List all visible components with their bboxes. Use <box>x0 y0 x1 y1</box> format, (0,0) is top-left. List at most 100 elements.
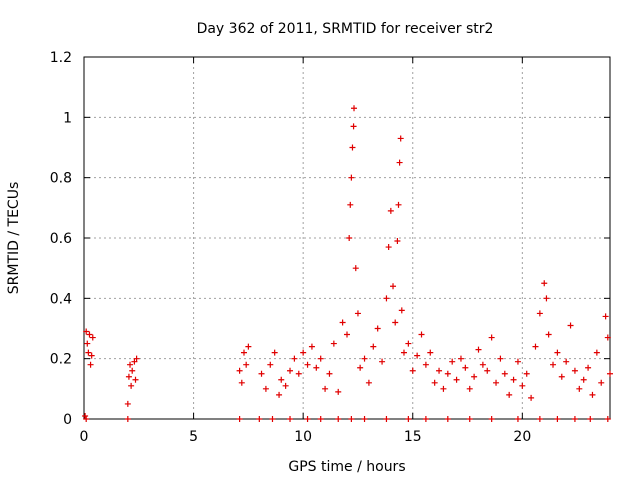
data-point <box>374 325 381 332</box>
data-point <box>240 349 247 356</box>
data-point <box>295 370 302 377</box>
data-point <box>287 367 294 374</box>
data-point <box>431 379 438 386</box>
data-point <box>418 331 425 338</box>
data-point <box>593 349 600 356</box>
data-point <box>514 358 521 365</box>
x-tick-label: 10 <box>294 429 312 445</box>
data-point <box>365 379 372 386</box>
data-point <box>576 385 583 392</box>
data-point <box>436 367 443 374</box>
data-point <box>554 416 561 422</box>
data-point <box>129 367 136 374</box>
y-tick-label: 0.8 <box>50 171 72 187</box>
data-point <box>317 355 324 362</box>
data-point <box>317 416 324 422</box>
chart-title: Day 362 of 2011, SRMTID for receiver str… <box>197 21 494 37</box>
data-point <box>304 416 311 422</box>
data-point <box>444 370 451 377</box>
data-point <box>484 367 491 374</box>
data-point <box>598 379 605 386</box>
data-point <box>405 340 412 347</box>
data-point <box>347 201 354 208</box>
data-point <box>89 334 96 341</box>
data-point <box>86 331 93 338</box>
data-point <box>475 346 482 353</box>
data-point <box>514 416 521 422</box>
data-point <box>488 334 495 341</box>
data-point <box>236 416 243 422</box>
data-point <box>602 313 609 320</box>
data-point <box>466 385 473 392</box>
data-point <box>350 123 357 130</box>
data-point <box>571 416 578 422</box>
data-point <box>82 412 89 419</box>
data-point <box>127 361 134 368</box>
data-point <box>396 159 403 166</box>
data-point <box>453 376 460 383</box>
axis-ticks: 0 0.2 0.4 0.6 0.8 1 1.2 0 5 10 15 20 <box>50 50 610 445</box>
data-point <box>462 364 469 371</box>
data-point <box>571 367 578 374</box>
data-point <box>287 416 294 422</box>
data-point <box>348 174 355 181</box>
data-point <box>471 373 478 380</box>
data-point <box>262 385 269 392</box>
data-point <box>545 331 552 338</box>
y-axis-label: SRMTID / TECUs <box>6 182 22 295</box>
data-point <box>414 352 421 359</box>
data-point <box>278 376 285 383</box>
grid-lines <box>84 57 610 419</box>
data-point <box>397 135 404 142</box>
data-point <box>132 376 139 383</box>
data-point <box>444 416 451 422</box>
data-point <box>370 343 377 350</box>
data-point <box>567 322 574 329</box>
data-point <box>558 373 565 380</box>
data-point <box>243 361 250 368</box>
data-point <box>348 416 355 422</box>
data-point <box>344 331 350 338</box>
data-point <box>335 388 342 395</box>
x-axis-label: GPS time / hours <box>288 459 405 475</box>
data-point <box>269 416 276 422</box>
data-point <box>354 310 361 317</box>
data-point <box>400 349 407 356</box>
data-point <box>497 355 504 362</box>
data-point <box>83 416 90 422</box>
data-point <box>383 416 390 422</box>
data-point <box>313 364 320 371</box>
data-point <box>128 382 135 389</box>
y-tick-label: 1 <box>63 110 72 126</box>
data-point <box>510 376 517 383</box>
data-point <box>488 416 495 422</box>
data-point <box>236 367 243 374</box>
data-point <box>532 343 539 350</box>
data-point <box>84 340 91 347</box>
data-point <box>493 379 500 386</box>
data-point <box>563 358 570 365</box>
data-point <box>125 373 132 380</box>
data-point <box>83 328 90 335</box>
data-point <box>585 364 592 371</box>
data-point <box>580 376 587 383</box>
data-point <box>554 349 561 356</box>
data-point <box>506 391 513 398</box>
data-point <box>589 391 596 398</box>
data-point <box>422 361 429 368</box>
data-point <box>479 361 486 368</box>
data-point <box>604 334 611 341</box>
data-point <box>392 319 399 326</box>
data-point <box>550 361 557 368</box>
data-point <box>501 370 508 377</box>
data-point <box>466 416 473 422</box>
x-tick-label: 0 <box>80 429 89 445</box>
data-point <box>300 349 307 356</box>
data-point <box>536 416 543 422</box>
y-tick-label: 0.6 <box>50 231 72 247</box>
y-tick-label: 0 <box>63 412 72 428</box>
data-point <box>245 343 252 350</box>
data-point <box>304 361 311 368</box>
data-point <box>346 235 353 241</box>
